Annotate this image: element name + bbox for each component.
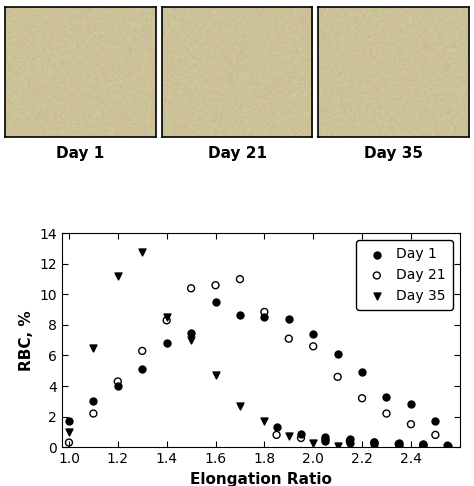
- Day 35: [334, 442, 341, 450]
- Day 1: [114, 382, 122, 390]
- Point: [322, 437, 329, 445]
- Day 21: [65, 439, 73, 447]
- Day 21: [114, 378, 122, 385]
- Day 35: [236, 402, 244, 410]
- Point: [322, 434, 329, 441]
- Point: [371, 439, 378, 447]
- Day 21: [90, 410, 97, 417]
- Day 21: [236, 275, 244, 283]
- Point: [444, 442, 451, 450]
- Day 1: [212, 298, 219, 306]
- Day 21: [383, 410, 390, 417]
- Point: [371, 440, 378, 448]
- Day 35: [310, 439, 317, 447]
- X-axis label: Elongation Ratio: Elongation Ratio: [190, 471, 332, 486]
- Point: [297, 434, 305, 442]
- Day 21: [334, 373, 341, 381]
- Day 21: [261, 308, 268, 316]
- Point: [273, 423, 280, 431]
- Day 1: [431, 417, 439, 425]
- Point: [273, 431, 280, 439]
- Day 1: [334, 350, 341, 358]
- Point: [346, 437, 354, 445]
- Day 35: [114, 272, 122, 280]
- Point: [322, 435, 329, 443]
- Day 35: [212, 371, 219, 379]
- Day 21: [310, 343, 317, 350]
- Day 1: [358, 368, 366, 376]
- Point: [444, 442, 451, 450]
- Day 1: [310, 330, 317, 338]
- Day 35: [65, 428, 73, 436]
- Day 1: [383, 393, 390, 400]
- Point: [419, 442, 427, 450]
- Day 35: [261, 417, 268, 425]
- Day 1: [285, 315, 292, 323]
- Day 21: [358, 394, 366, 402]
- Day 1: [407, 399, 415, 407]
- Day 1: [138, 365, 146, 373]
- Day 35: [163, 313, 171, 321]
- Text: Day 35: Day 35: [365, 146, 423, 161]
- Day 1: [236, 311, 244, 319]
- Text: Day 1: Day 1: [56, 146, 104, 161]
- Day 21: [187, 284, 195, 292]
- Legend: Day 1, Day 21, Day 35: Day 1, Day 21, Day 35: [356, 240, 453, 310]
- Day 1: [163, 339, 171, 347]
- Day 1: [90, 398, 97, 405]
- Point: [346, 439, 354, 447]
- Point: [395, 441, 402, 449]
- Point: [419, 440, 427, 448]
- Day 1: [65, 417, 73, 425]
- Day 21: [212, 281, 219, 289]
- Point: [395, 439, 402, 447]
- Day 1: [187, 329, 195, 336]
- Day 35: [187, 336, 195, 344]
- Day 21: [138, 347, 146, 355]
- Point: [297, 430, 305, 438]
- Point: [419, 441, 427, 449]
- Day 21: [163, 316, 171, 324]
- Text: Day 21: Day 21: [208, 146, 266, 161]
- Day 35: [90, 344, 97, 352]
- Day 1: [261, 313, 268, 321]
- Point: [371, 438, 378, 446]
- Day 35: [138, 248, 146, 256]
- Day 35: [285, 433, 292, 440]
- Point: [395, 440, 402, 448]
- Day 21: [285, 335, 292, 343]
- Point: [346, 435, 354, 443]
- Y-axis label: RBC, %: RBC, %: [18, 310, 34, 370]
- Day 21: [407, 420, 415, 428]
- Day 21: [431, 431, 439, 439]
